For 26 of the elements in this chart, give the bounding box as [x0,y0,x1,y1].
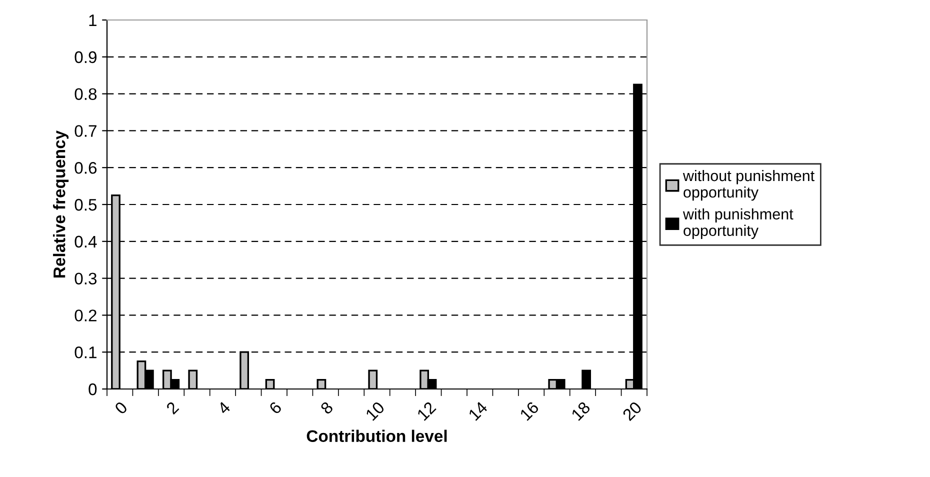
y-tick-label: 0.2 [74,310,96,322]
legend-label: with punishment opportunity [682,208,794,240]
y-tick-label: 0.4 [74,236,97,248]
y-tick-label: 0.3 [74,272,97,285]
x-tick-label: 12 [416,401,436,421]
x-tick-label: 6 [268,400,282,415]
x-tick-label: 16 [519,400,540,421]
x-tick-label: 0 [114,400,128,415]
y-tick-label: 0.5 [74,198,97,211]
y-tick-label: 0.8 [74,88,97,100]
x-tick-label: 18 [570,400,591,421]
legend-label: without punishment opportunity [682,170,814,201]
x-tick-label: 14 [468,400,488,421]
y-tick-label: 0.1 [74,346,96,358]
x-tick-label: 2 [166,401,180,415]
x-tick-label: 10 [365,400,386,421]
y-axis-title: Relative frequency [53,130,69,278]
y-tick-label: 0.9 [74,51,96,64]
y-tick-label: 0.7 [74,125,96,137]
x-tick-label: 8 [320,400,334,415]
x-tick-label: 4 [216,400,231,415]
x-axis-title: Contribution level [306,430,447,442]
y-tick-label: 1 [89,14,96,26]
x-tick-label: 20 [622,400,642,422]
y-tick-label: 0.6 [74,162,97,174]
y-tick-label: 0 [88,383,97,396]
